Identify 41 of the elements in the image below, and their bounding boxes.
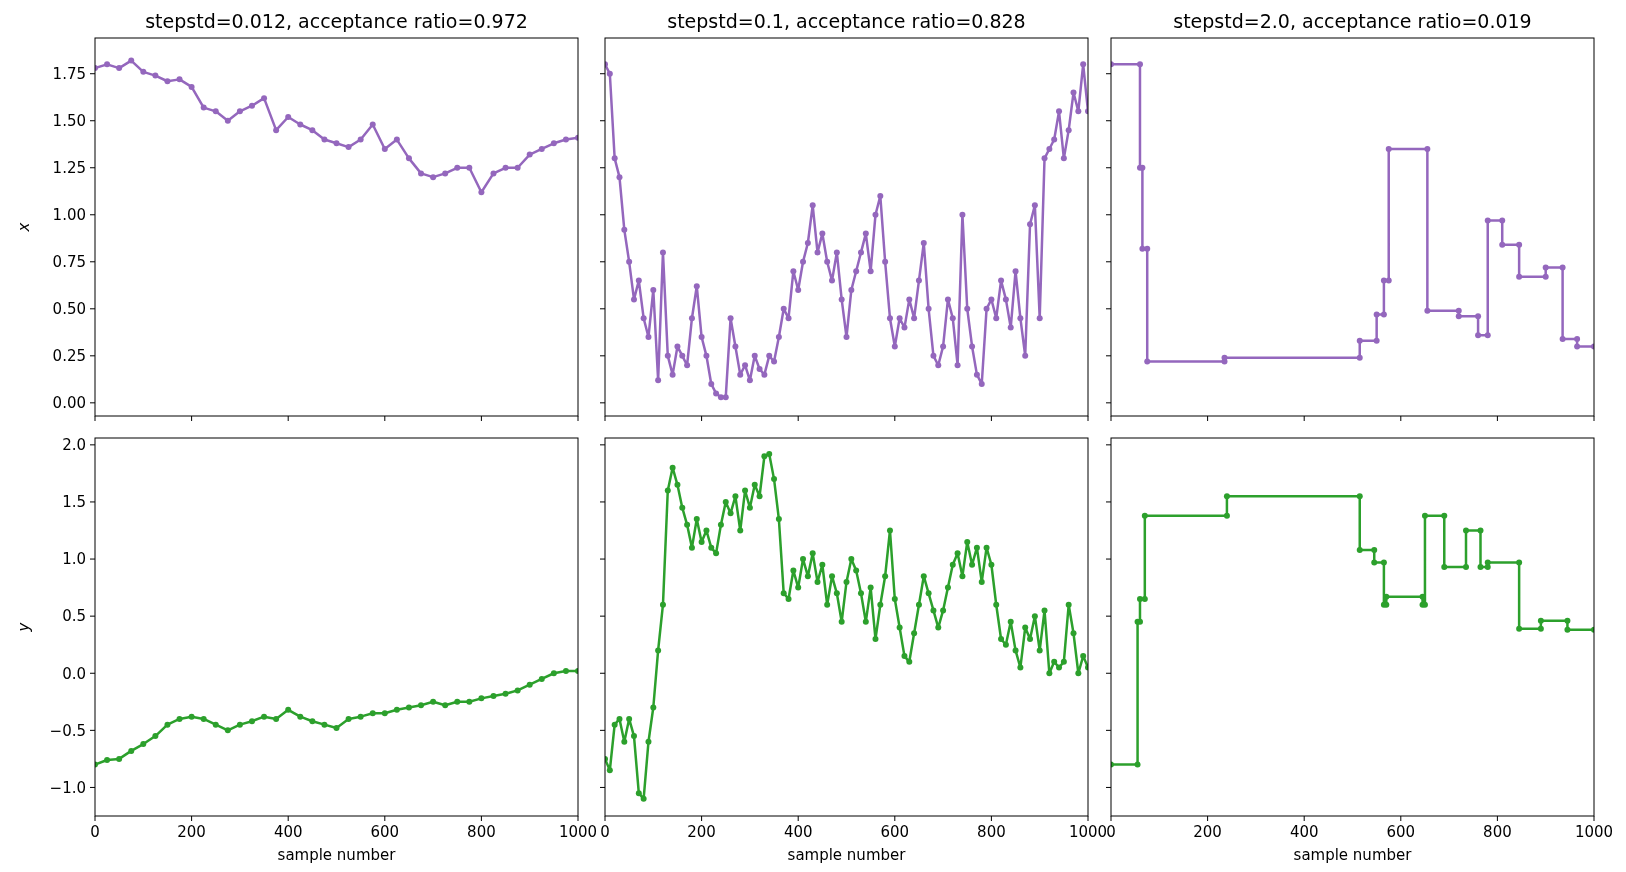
y-tick-label: 0.0 <box>62 664 86 683</box>
x-tick-label: 0 <box>1106 823 1116 841</box>
y-axis-title: y <box>15 621 33 633</box>
y-tick-label: 2.0 <box>62 436 86 455</box>
x-tick-label: 600 <box>880 823 910 841</box>
x-tick-label: 200 <box>687 823 716 841</box>
x-tick-label: 1000 <box>1574 823 1614 841</box>
y-tick-label: 0.25 <box>52 347 86 366</box>
y-tick-label: 1.75 <box>52 64 86 83</box>
x-tick-label: 200 <box>177 823 206 841</box>
x-tick-label: 600 <box>370 823 400 841</box>
y-tick-label: 0.5 <box>62 607 86 626</box>
x-tick-label: 0 <box>600 823 610 841</box>
x-tick-label: 400 <box>1289 823 1319 841</box>
x-tick-label: 0 <box>90 823 100 841</box>
chart-title: stepstd=0.012, acceptance ratio=0.972 <box>145 10 528 32</box>
x-tick-label: 1000 <box>1068 823 1108 841</box>
x-tick-label: 600 <box>1386 823 1416 841</box>
x-axis-title: sample number <box>1293 846 1413 864</box>
chart-title: stepstd=0.1, acceptance ratio=0.828 <box>667 10 1026 32</box>
y-tick-label: 1.25 <box>52 159 86 178</box>
chart-title: stepstd=2.0, acceptance ratio=0.019 <box>1173 10 1532 32</box>
y-tick-label: 0.75 <box>52 253 86 272</box>
y-tick-label: 0.00 <box>52 394 86 413</box>
x-tick-label: 1000 <box>558 823 598 841</box>
y-tick-label: 1.50 <box>52 112 86 130</box>
y-axis-title: x <box>15 222 33 233</box>
y-tick-label: 1.00 <box>52 206 86 225</box>
x-tick-label: 400 <box>273 823 303 841</box>
y-tick-label: −0.5 <box>49 721 86 740</box>
x-tick-label: 800 <box>467 823 496 841</box>
y-tick-label: 0.50 <box>52 300 86 319</box>
x-tick-label: 400 <box>783 823 813 841</box>
x-axis-title: sample number <box>277 846 397 864</box>
y-tick-label: −1.0 <box>49 778 86 797</box>
y-tick-label: 1.5 <box>62 493 86 512</box>
y-tick-label: 1.0 <box>62 550 86 569</box>
x-tick-label: 200 <box>1193 823 1222 841</box>
x-tick-label: 800 <box>977 823 1006 841</box>
x-axis-title: sample number <box>787 846 907 864</box>
x-tick-label: 800 <box>1483 823 1512 841</box>
